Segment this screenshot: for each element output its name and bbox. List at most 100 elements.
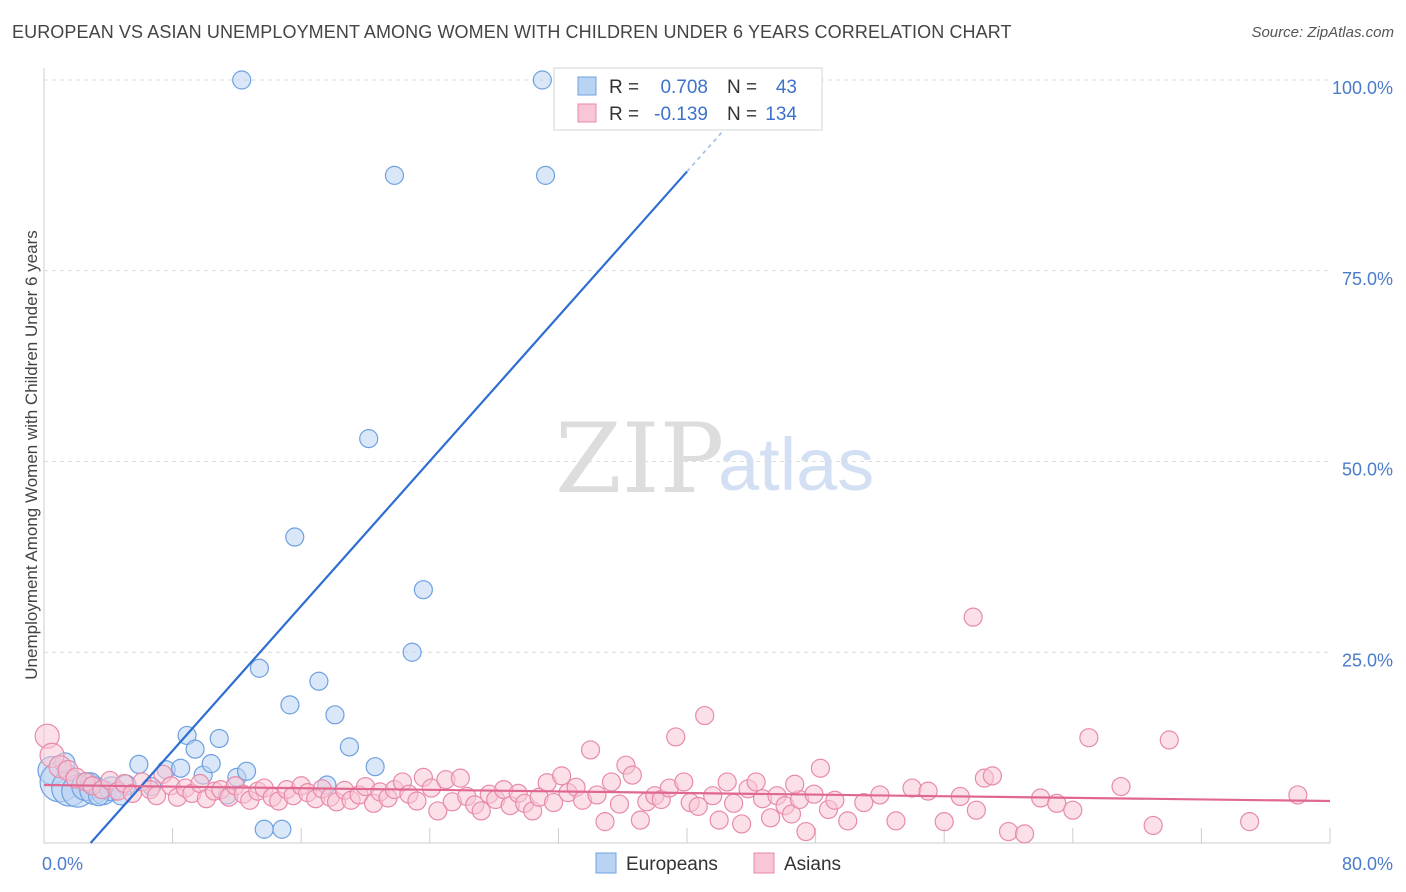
y-tick-label: 75.0% [1342, 269, 1393, 289]
asian-point [688, 796, 708, 816]
asian-point [732, 814, 752, 834]
asian-point [886, 811, 906, 831]
asian-point [543, 792, 564, 813]
european-point [309, 671, 329, 691]
asian-point [781, 804, 802, 824]
watermark-atlas: atlas [718, 423, 874, 506]
asian-point [1240, 812, 1260, 832]
asian-point [552, 766, 572, 786]
asian-point [471, 801, 491, 821]
european-point [254, 819, 274, 839]
asian-point [703, 786, 723, 806]
asian-point [709, 810, 729, 830]
asian-point [785, 774, 805, 794]
asian-point [966, 800, 986, 820]
european-point [232, 70, 252, 90]
source-label: Source: ZipAtlas.com [1251, 24, 1394, 41]
y-tick-label: 25.0% [1342, 650, 1393, 670]
x-tick-label: 80.0% [1342, 854, 1393, 874]
legend-r-value: 0.708 [660, 77, 708, 98]
asian-point [717, 772, 737, 792]
asians-label: Asians [784, 854, 841, 875]
asian-point [601, 772, 622, 792]
asian-point [982, 766, 1003, 786]
european-point [129, 754, 149, 775]
asian-trend-line [43, 783, 1331, 803]
watermark: ZIP atlas [555, 403, 874, 515]
asian-point [407, 791, 427, 811]
european-point [384, 165, 405, 185]
asian-point [421, 778, 442, 798]
european-point [185, 739, 205, 759]
asian-point [1047, 793, 1067, 813]
legend-n-label: N = [727, 104, 757, 125]
asian-point [796, 821, 816, 842]
asian-point [595, 812, 615, 832]
european-trend-line [89, 170, 688, 844]
y-tick-label: 100.0% [1332, 78, 1393, 98]
y-tick-label: 50.0% [1342, 460, 1393, 480]
asian-point [810, 758, 831, 778]
asian-point [1288, 785, 1308, 805]
x-tick-label: 0.0% [42, 854, 83, 874]
legend-r-value: -0.139 [654, 104, 708, 125]
european-point [325, 705, 345, 725]
grid [44, 79, 1330, 653]
asian-point [760, 808, 781, 828]
european-point [359, 429, 379, 449]
europeans-swatch [595, 852, 617, 874]
stats-legend-box [553, 67, 823, 131]
asian-point [934, 812, 954, 832]
tick-labels: 25.0% 50.0% 75.0% 100.0% 0.0% 80.0% [42, 78, 1393, 874]
asian-point [428, 801, 448, 821]
european-point [413, 580, 433, 600]
european-point [201, 754, 221, 774]
european-point [285, 527, 305, 547]
asian-point [1159, 730, 1179, 750]
european-point [535, 165, 556, 185]
european-point [272, 819, 292, 839]
asian-legend-swatch [577, 103, 597, 123]
asian-point [695, 705, 715, 726]
asian-point [674, 772, 694, 792]
asian-point [918, 781, 938, 801]
european-point [171, 758, 191, 778]
european-point [249, 658, 270, 678]
asian-point [666, 727, 686, 747]
chart-title: EUROPEAN VS ASIAN UNEMPLOYMENT AMONG WOM… [12, 22, 1012, 42]
data-points [34, 70, 1308, 844]
legend-n-value: 134 [765, 104, 797, 125]
european-point [209, 728, 229, 749]
stats-legend: R = 0.708 N = 43 R = -0.139 N = 134 [553, 67, 823, 131]
asian-point [587, 785, 607, 805]
legend-r-label: R = [609, 77, 639, 98]
asian-point [1111, 776, 1131, 797]
european-point [402, 642, 422, 662]
watermark-zip: ZIP [555, 403, 724, 515]
european-point [236, 761, 257, 781]
european-point [280, 695, 300, 715]
asian-point [630, 810, 650, 830]
asian-point [963, 607, 983, 627]
asian-point [609, 794, 630, 814]
europeans-label: Europeans [626, 854, 718, 875]
legend-n-label: N = [727, 77, 757, 98]
legend-n-value: 43 [776, 77, 797, 98]
asian-point [450, 768, 470, 788]
series-legend: Europeans Asians [595, 852, 841, 875]
asian-point [724, 793, 744, 813]
european-point [532, 70, 552, 90]
asian-point [1063, 800, 1083, 820]
asian-point [746, 772, 766, 792]
asian-point [1143, 815, 1163, 836]
asian-point [622, 765, 642, 785]
asian-point [1079, 728, 1099, 748]
european-legend-swatch [577, 76, 597, 96]
asian-point [854, 792, 874, 813]
asians-swatch [753, 852, 775, 874]
asian-point [998, 821, 1019, 842]
asian-point [1014, 824, 1035, 844]
european-point [339, 737, 360, 757]
y-axis-label: Unemployment Among Women with Children U… [22, 230, 41, 679]
